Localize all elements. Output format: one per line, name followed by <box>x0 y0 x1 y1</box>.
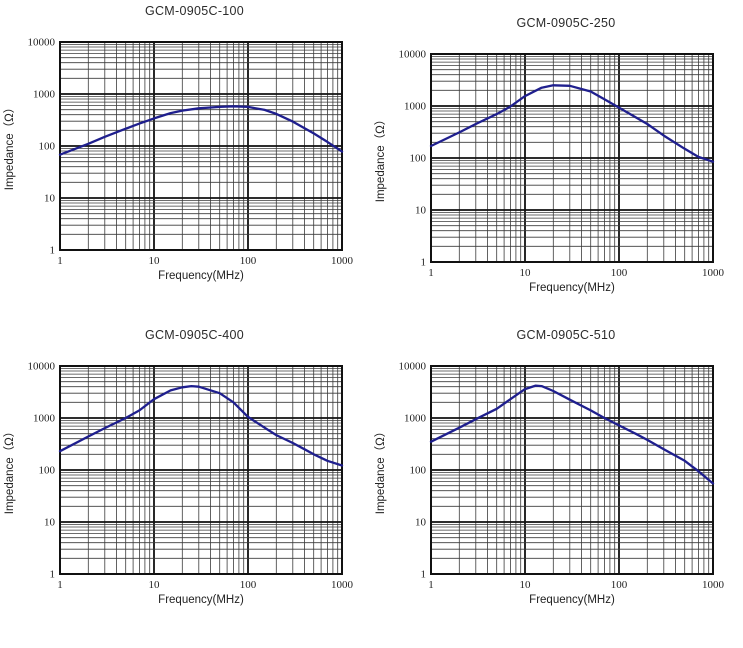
svg-text:10000: 10000 <box>399 361 427 373</box>
chart-gcm-0905c-400: GCM-0905C-400 1 10 100 1000 1 10 100 1000 10000 F… <box>0 324 371 648</box>
svg-text:1: 1 <box>428 267 434 279</box>
svg-text:100: 100 <box>39 141 56 153</box>
svg-text:10: 10 <box>44 193 56 205</box>
svg-text:10: 10 <box>415 517 427 529</box>
svg-text:1: 1 <box>428 579 434 591</box>
svg-text:1000: 1000 <box>404 101 427 113</box>
svg-text:1000: 1000 <box>331 579 354 591</box>
chart-title-400: GCM-0905C-400 <box>144 328 245 342</box>
impedance-plot-100: 1 10 100 1000 1 10 100 1000 10000 Frequency(MHz) I… <box>3 37 354 283</box>
svg-text:100: 100 <box>410 153 427 165</box>
chart-gcm-0905c-510: GCM-0905C-510 1 10 100 1000 1 10 100 1000 10000 F… <box>371 324 743 648</box>
svg-text:1: 1 <box>421 569 427 581</box>
svg-text:100: 100 <box>611 579 628 591</box>
svg-text:Impedance（Ω）: Impedance（Ω） <box>374 114 387 203</box>
svg-text:1: 1 <box>57 255 63 267</box>
svg-text:100: 100 <box>611 267 628 279</box>
svg-text:Impedance（Ω）: Impedance（Ω） <box>3 102 16 191</box>
svg-text:1000: 1000 <box>702 579 725 591</box>
impedance-plot-400: 1 10 100 1000 1 10 100 1000 10000 Frequency(MHz) I… <box>3 361 354 607</box>
svg-text:10: 10 <box>149 579 161 591</box>
svg-text:1: 1 <box>50 569 56 581</box>
svg-text:Frequency(MHz): Frequency(MHz) <box>158 594 244 606</box>
svg-text:100: 100 <box>410 465 427 477</box>
chart-title-510: GCM-0905C-510 <box>516 328 616 342</box>
svg-text:1000: 1000 <box>33 413 56 425</box>
svg-text:100: 100 <box>240 255 257 267</box>
svg-text:Frequency(MHz): Frequency(MHz) <box>158 270 244 282</box>
svg-text:10000: 10000 <box>399 49 427 61</box>
svg-text:10: 10 <box>415 205 427 217</box>
svg-text:1000: 1000 <box>702 267 725 279</box>
svg-text:10: 10 <box>44 517 56 529</box>
svg-text:Impedance（Ω）: Impedance（Ω） <box>3 426 16 515</box>
svg-text:1000: 1000 <box>33 89 56 101</box>
svg-text:Frequency(MHz): Frequency(MHz) <box>529 594 615 606</box>
chart-title-100: GCM-0905C-100 <box>144 4 245 18</box>
svg-text:100: 100 <box>240 579 257 591</box>
svg-text:1: 1 <box>421 257 427 269</box>
svg-text:1: 1 <box>57 579 63 591</box>
impedance-plot-510: 1 10 100 1000 1 10 100 1000 10000 Frequency(MHz) I… <box>374 361 725 607</box>
chart-title-250: GCM-0905C-250 <box>516 16 616 30</box>
svg-text:10: 10 <box>520 579 532 591</box>
svg-text:10: 10 <box>520 267 532 279</box>
svg-text:10000: 10000 <box>28 361 56 373</box>
svg-text:Impedance（Ω）: Impedance（Ω） <box>374 426 387 515</box>
svg-text:1000: 1000 <box>404 413 427 425</box>
svg-text:Frequency(MHz): Frequency(MHz) <box>529 282 615 294</box>
svg-text:10000: 10000 <box>28 37 56 49</box>
svg-text:1: 1 <box>50 245 56 257</box>
svg-text:100: 100 <box>39 465 56 477</box>
impedance-plot-250: 1 10 100 1000 1 10 100 1000 10000 Frequency(MHz) I… <box>374 49 725 295</box>
svg-text:10: 10 <box>149 255 161 267</box>
chart-gcm-0905c-100: GCM-0905C-100 1 10 100 1000 1 10 100 1000 10000 F… <box>0 0 371 324</box>
chart-gcm-0905c-250: GCM-0905C-250 1 10 100 1000 1 10 100 1000 10000 F… <box>371 0 743 324</box>
svg-text:1000: 1000 <box>331 255 354 267</box>
